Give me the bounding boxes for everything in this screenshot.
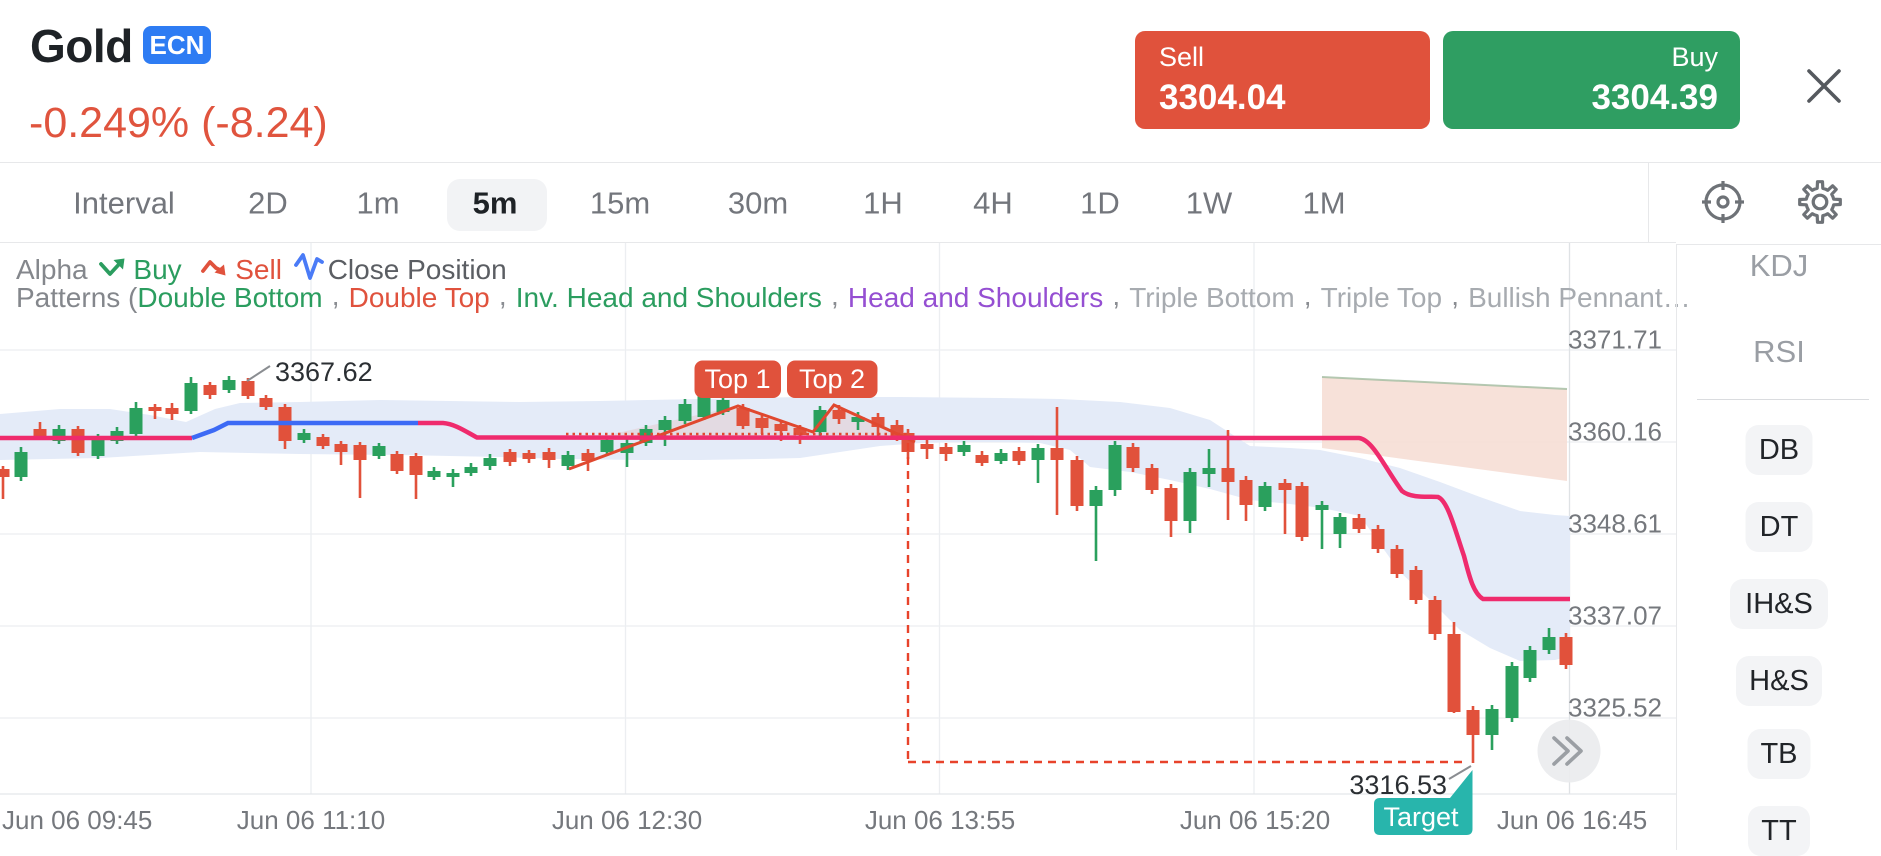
svg-text:Jun 06 13:55: Jun 06 13:55	[865, 805, 1015, 835]
svg-text:Jun 06 15:20: Jun 06 15:20	[1180, 805, 1330, 835]
svg-text:3367.62: 3367.62	[275, 357, 373, 387]
svg-text:3337.07: 3337.07	[1568, 601, 1662, 631]
svg-text:3371.71: 3371.71	[1568, 325, 1662, 355]
svg-text:Jun 06 12:30: Jun 06 12:30	[552, 805, 702, 835]
svg-text:Jun 06 16:45: Jun 06 16:45	[1497, 805, 1647, 835]
svg-text:Target: Target	[1383, 802, 1459, 832]
svg-text:3316.53: 3316.53	[1349, 770, 1447, 800]
svg-text:Top 2: Top 2	[799, 364, 865, 394]
svg-text:Jun 06 09:45: Jun 06 09:45	[2, 805, 152, 835]
svg-text:3360.16: 3360.16	[1568, 417, 1662, 447]
svg-text:Jun 06 11:10: Jun 06 11:10	[237, 805, 385, 835]
svg-text:3325.52: 3325.52	[1568, 693, 1662, 723]
svg-text:Top 1: Top 1	[704, 364, 770, 394]
svg-text:3348.61: 3348.61	[1568, 509, 1662, 539]
